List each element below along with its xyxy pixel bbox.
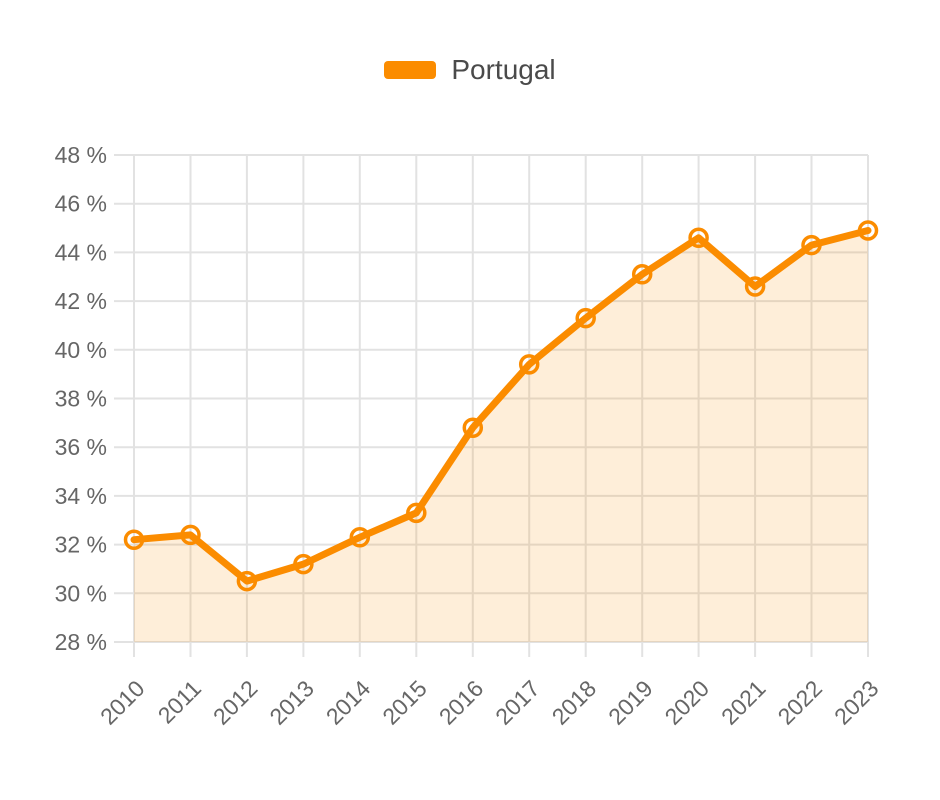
x-tick-label: 2018 bbox=[547, 675, 602, 730]
data-point-marker[interactable] bbox=[575, 307, 596, 329]
legend-item-portugal[interactable]: Portugal bbox=[384, 54, 556, 85]
data-point-marker[interactable] bbox=[688, 227, 709, 249]
x-tick-label: 2011 bbox=[153, 675, 206, 728]
x-tick-label: 2022 bbox=[772, 675, 827, 730]
series-area bbox=[134, 230, 868, 642]
x-tick-label: 2015 bbox=[377, 675, 432, 730]
y-tick-label: 40 % bbox=[55, 337, 107, 363]
data-point-marker[interactable] bbox=[406, 502, 427, 524]
legend: Portugal bbox=[0, 56, 940, 84]
x-tick-label: 2020 bbox=[660, 675, 715, 730]
x-tick-label: 2010 bbox=[95, 675, 150, 730]
data-point-marker[interactable] bbox=[236, 570, 258, 592]
x-tick-label: 2013 bbox=[264, 675, 319, 730]
y-tick-label: 38 % bbox=[55, 386, 107, 412]
data-point-marker[interactable] bbox=[462, 417, 484, 438]
data-point-marker[interactable] bbox=[631, 264, 653, 285]
x-tick-label: 2014 bbox=[321, 675, 376, 730]
x-tick-label: 2021 bbox=[716, 675, 771, 730]
y-tick-label: 32 % bbox=[55, 532, 107, 558]
x-tick-label: 2023 bbox=[829, 675, 884, 730]
y-tick-label: 44 % bbox=[55, 239, 107, 265]
data-point-marker[interactable] bbox=[744, 276, 766, 297]
x-tick-label: 2016 bbox=[434, 675, 489, 730]
data-point-marker[interactable] bbox=[349, 527, 371, 548]
y-tick-label: 42 % bbox=[55, 288, 107, 314]
data-point-marker[interactable] bbox=[123, 529, 145, 550]
data-point-marker[interactable] bbox=[180, 524, 201, 546]
y-tick-label: 34 % bbox=[55, 483, 107, 509]
x-tick-label: 2019 bbox=[603, 675, 658, 730]
x-tick-label: 2012 bbox=[208, 675, 263, 730]
data-point-marker[interactable] bbox=[293, 553, 314, 575]
legend-swatch bbox=[384, 61, 437, 79]
y-tick-label: 46 % bbox=[55, 191, 107, 217]
data-point-marker[interactable] bbox=[801, 234, 822, 256]
y-tick-label: 28 % bbox=[55, 629, 107, 655]
x-tick-label: 2017 bbox=[490, 675, 545, 730]
data-point-marker[interactable] bbox=[857, 220, 879, 241]
y-tick-label: 36 % bbox=[55, 434, 107, 460]
y-tick-label: 48 % bbox=[55, 142, 107, 168]
y-tick-label: 30 % bbox=[55, 580, 107, 606]
legend-label: Portugal bbox=[451, 54, 556, 85]
data-point-marker[interactable] bbox=[518, 354, 540, 375]
